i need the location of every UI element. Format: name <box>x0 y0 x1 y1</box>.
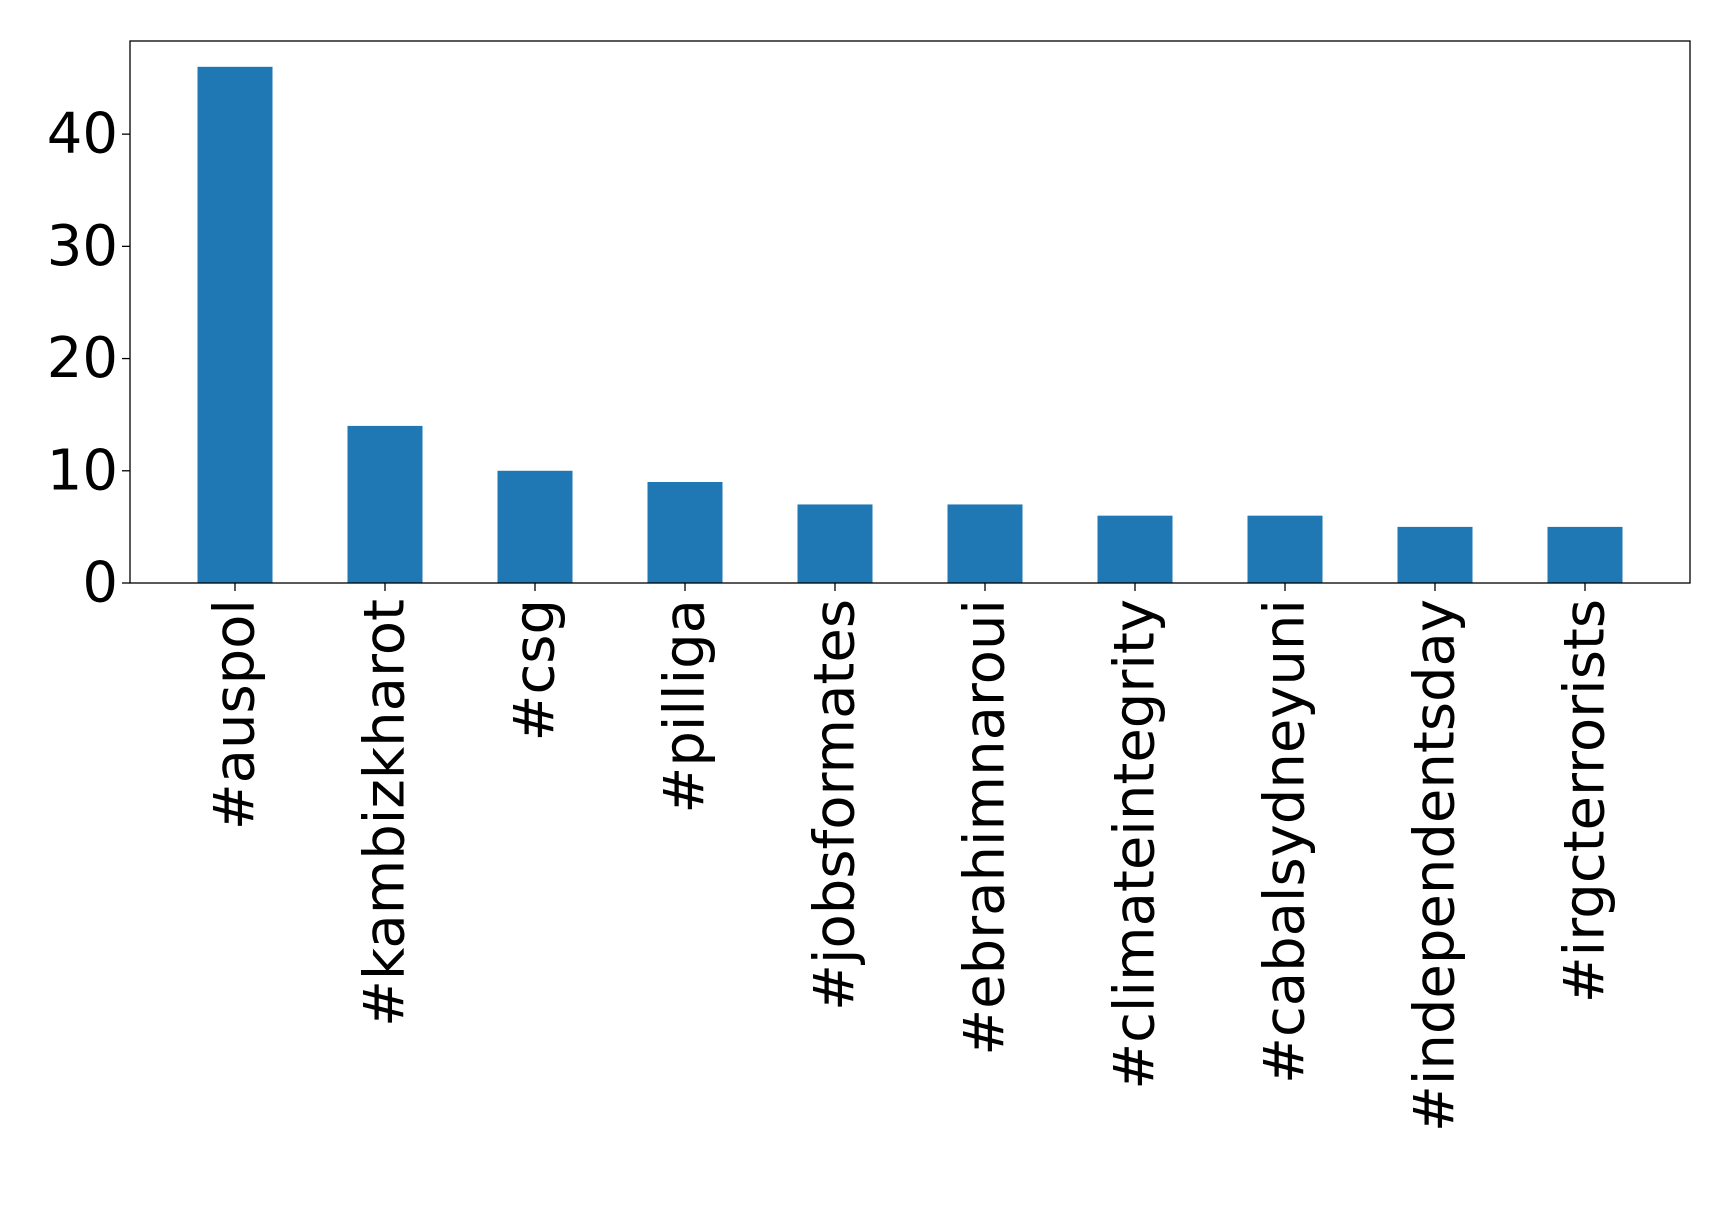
y-axis: 0 10 20 30 40 <box>47 102 130 616</box>
bar-ebrahimnaroui <box>947 504 1023 583</box>
bar-irgcterrorists <box>1547 526 1623 583</box>
x-tick-label: #jobsformates <box>803 599 868 1011</box>
x-tick-label: #auspol <box>203 599 268 830</box>
x-tick-label: #cabalsydneyuni <box>1253 599 1318 1084</box>
bar-climateintegrity <box>1097 515 1173 583</box>
bar-jobsformates <box>797 504 873 583</box>
x-tick-label: #irgcterrorists <box>1553 599 1618 1003</box>
y-tick-label: 0 <box>82 551 118 616</box>
x-tick-label: #ebrahimnaroui <box>953 599 1018 1056</box>
plot-area-frame <box>129 40 1691 584</box>
x-tick-label: #independentsday <box>1403 599 1468 1132</box>
y-tick-label: 10 <box>47 438 118 503</box>
bar-kambizkharot <box>347 425 423 583</box>
x-tick-label: #climateintegrity <box>1103 599 1168 1090</box>
y-tick-label: 30 <box>47 214 118 279</box>
x-tick-label: #kambizkharot <box>353 599 418 1027</box>
x-tick-label: #csg <box>503 599 568 741</box>
bars <box>197 66 1623 583</box>
bar-cabalsydneyuni <box>1247 515 1323 583</box>
x-tick-label: #pilliga <box>653 599 718 814</box>
y-tick-label: 40 <box>47 102 118 167</box>
bar-csg <box>497 470 573 583</box>
x-axis: #auspol #kambizkharot #csg #pilliga #jobsfor… <box>203 583 1618 1132</box>
bar-pilliga <box>647 482 723 583</box>
bar-auspol <box>197 66 273 583</box>
y-tick-label: 20 <box>47 326 118 391</box>
bar-independentsday <box>1397 526 1473 583</box>
